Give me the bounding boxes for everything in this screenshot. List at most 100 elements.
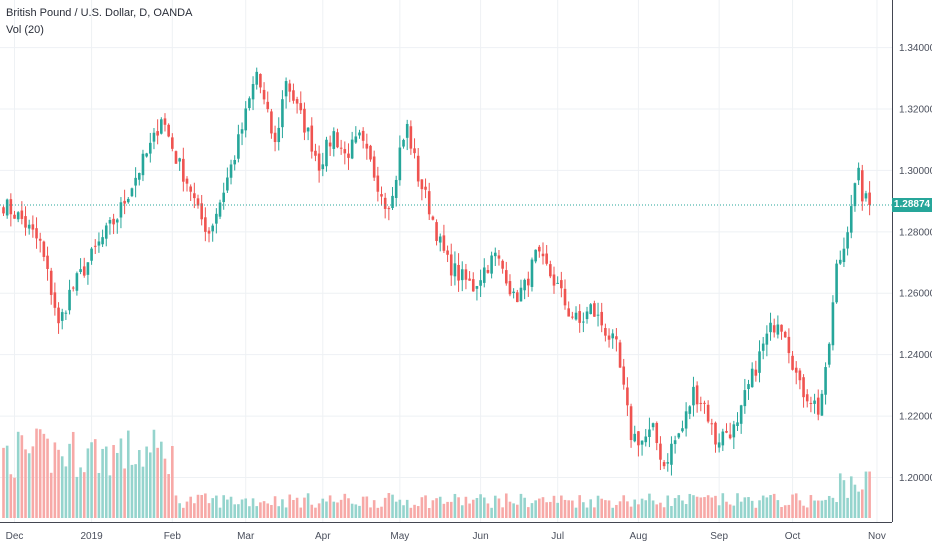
candle-body	[633, 433, 637, 442]
volume-bar	[549, 501, 552, 518]
volume-bar	[765, 497, 769, 518]
volume-bar	[644, 500, 648, 518]
candle-body	[673, 440, 677, 445]
volume-bar	[145, 446, 148, 518]
volume-bar	[754, 507, 758, 518]
candle-body	[560, 280, 563, 289]
x-tick-label: May	[390, 531, 409, 542]
candle-body	[468, 278, 471, 281]
candle-body	[728, 434, 732, 439]
candle-body	[24, 216, 27, 228]
candle-body	[354, 136, 358, 143]
volume-bar	[240, 499, 244, 518]
candle-body	[134, 177, 137, 186]
candle-body	[508, 281, 512, 295]
volume-bar	[152, 429, 156, 518]
y-tick-label: 1.24000	[899, 350, 932, 361]
volume-bar	[20, 435, 24, 518]
volume-bar	[358, 505, 361, 518]
volume-bar	[218, 507, 222, 518]
candle-body	[857, 167, 860, 181]
volume-bar	[835, 501, 838, 518]
candle-body	[115, 219, 119, 223]
volume-bar	[119, 438, 123, 518]
candle-body	[90, 248, 93, 261]
candle-body	[226, 177, 229, 191]
candle-body	[16, 212, 20, 220]
y-tick-label: 1.34000	[899, 43, 932, 54]
volume-bar	[332, 501, 336, 518]
volume-bar	[868, 471, 871, 518]
volume-bar	[860, 489, 864, 518]
candle-body	[681, 428, 684, 432]
volume-bar	[90, 442, 93, 518]
candle-body	[101, 237, 104, 245]
candle-body	[64, 312, 68, 314]
y-tick-label: 1.32000	[899, 105, 932, 116]
volume-bar	[163, 458, 167, 518]
candle-body	[420, 179, 424, 190]
candle-body	[629, 406, 633, 441]
candle-body	[578, 311, 581, 323]
candle-body	[497, 255, 501, 259]
volume-bar	[354, 504, 358, 518]
candle-body	[137, 172, 141, 180]
candle-body	[688, 406, 692, 414]
volume-bar	[512, 503, 515, 518]
volume-bar	[24, 449, 27, 518]
candle-body	[457, 264, 460, 281]
volume-bar	[438, 496, 442, 518]
volume-bar	[266, 503, 270, 518]
candle-body	[200, 203, 203, 220]
volume-bar	[692, 495, 695, 518]
volume-bar	[343, 493, 347, 518]
candle-body	[167, 124, 170, 137]
candle-body	[732, 424, 736, 438]
volume-bar	[273, 496, 277, 518]
volume-bar	[464, 496, 468, 518]
candle-body	[339, 147, 343, 149]
volume-bar	[582, 502, 585, 518]
candle-body	[482, 267, 486, 283]
candle-body	[174, 151, 178, 164]
volume-bar	[820, 500, 824, 518]
volume-bar	[479, 494, 482, 518]
volume-bar	[545, 502, 548, 518]
volume-bar	[677, 495, 681, 518]
volume-bar	[211, 498, 214, 518]
candle-body	[31, 224, 35, 230]
candle-body	[563, 288, 567, 306]
volume-bar	[420, 497, 424, 518]
candle-body	[178, 158, 181, 162]
volume-bar	[200, 494, 203, 518]
candle-body	[626, 387, 629, 406]
volume-bar	[567, 500, 570, 518]
candle-body	[126, 198, 130, 203]
last-price-tag: 1.28874	[892, 197, 932, 212]
volume-bar	[725, 501, 728, 518]
volume-bar	[178, 503, 181, 518]
volume-bar	[86, 448, 90, 518]
candle-body	[75, 273, 79, 291]
volume-bar	[306, 493, 310, 518]
candle-body	[651, 423, 655, 428]
volume-bar	[629, 506, 633, 518]
candle-body	[750, 368, 754, 388]
volume-bar	[281, 499, 284, 518]
volume-bar	[453, 493, 457, 518]
volume-bar	[574, 507, 578, 518]
volume-bar	[204, 493, 207, 518]
candle-body	[130, 188, 134, 197]
x-tick-label: Oct	[785, 531, 801, 542]
candle-body	[336, 132, 339, 148]
candle-body	[490, 255, 493, 274]
candle-body	[824, 367, 827, 395]
volume-bar	[673, 498, 677, 518]
volume-bar	[706, 495, 710, 518]
x-tick-label: Nov	[868, 531, 886, 542]
candle-body	[60, 312, 64, 321]
candle-body	[215, 213, 218, 224]
x-tick-label: Apr	[315, 531, 331, 542]
candle-body	[816, 397, 820, 415]
